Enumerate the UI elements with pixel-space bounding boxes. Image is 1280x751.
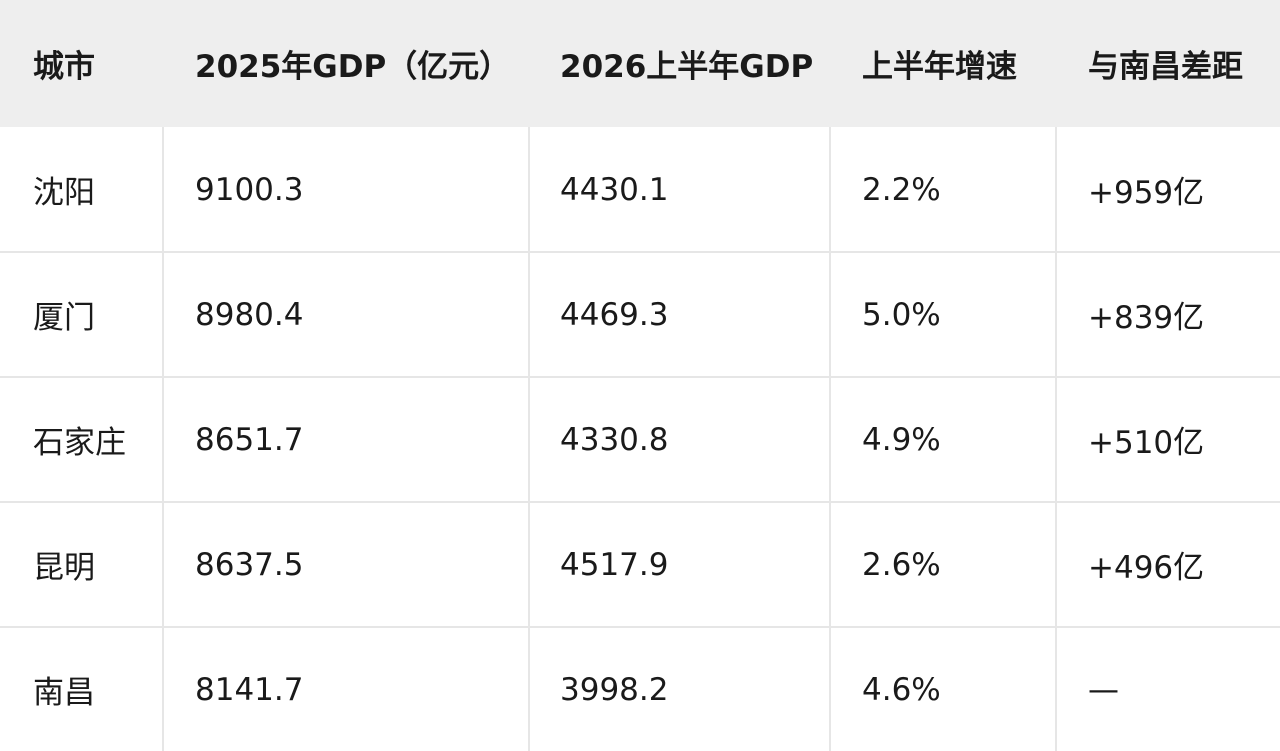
table-cell: +959亿	[1088, 175, 1205, 211]
table-cell: 4430.1	[560, 171, 669, 208]
table-cell: 4330.8	[560, 421, 669, 458]
column-divider	[162, 127, 164, 751]
column-divider	[829, 127, 831, 751]
header-cell: 上半年增速	[862, 49, 1017, 85]
table-cell: +496亿	[1088, 550, 1205, 586]
row-divider	[0, 501, 1280, 503]
column-divider	[528, 127, 530, 751]
header-cell: 2025年GDP（亿元）	[195, 49, 511, 85]
table-cell: 8637.5	[195, 546, 304, 583]
table-cell: 8980.4	[195, 296, 304, 333]
table-cell: —	[1088, 671, 1119, 708]
row-divider	[0, 251, 1280, 253]
table-cell: +839亿	[1088, 300, 1205, 336]
header-cell: 城市	[33, 49, 95, 85]
table-cell: 厦门	[33, 300, 95, 336]
table-cell: 2.6%	[862, 546, 941, 583]
table-cell: +510亿	[1088, 425, 1205, 461]
table-cell: 5.0%	[862, 296, 941, 333]
table-cell: 昆明	[33, 550, 95, 586]
table-cell: 4.6%	[862, 671, 941, 708]
header-background	[0, 0, 1280, 127]
table-cell: 4469.3	[560, 296, 669, 333]
table-cell: 4517.9	[560, 546, 669, 583]
row-divider	[0, 626, 1280, 628]
table-cell: 2.2%	[862, 171, 941, 208]
table-cell: 8141.7	[195, 671, 304, 708]
table-cell: 3998.2	[560, 671, 669, 708]
header-cell: 2026上半年GDP	[560, 49, 814, 85]
table-cell: 南昌	[33, 675, 95, 711]
table-cell: 沈阳	[33, 175, 95, 211]
header-cell: 与南昌差距	[1088, 49, 1243, 85]
table-cell: 8651.7	[195, 421, 304, 458]
table-cell: 4.9%	[862, 421, 941, 458]
column-divider	[1055, 127, 1057, 751]
table-cell: 9100.3	[195, 171, 304, 208]
row-divider	[0, 376, 1280, 378]
table-cell: 石家庄	[33, 425, 126, 461]
